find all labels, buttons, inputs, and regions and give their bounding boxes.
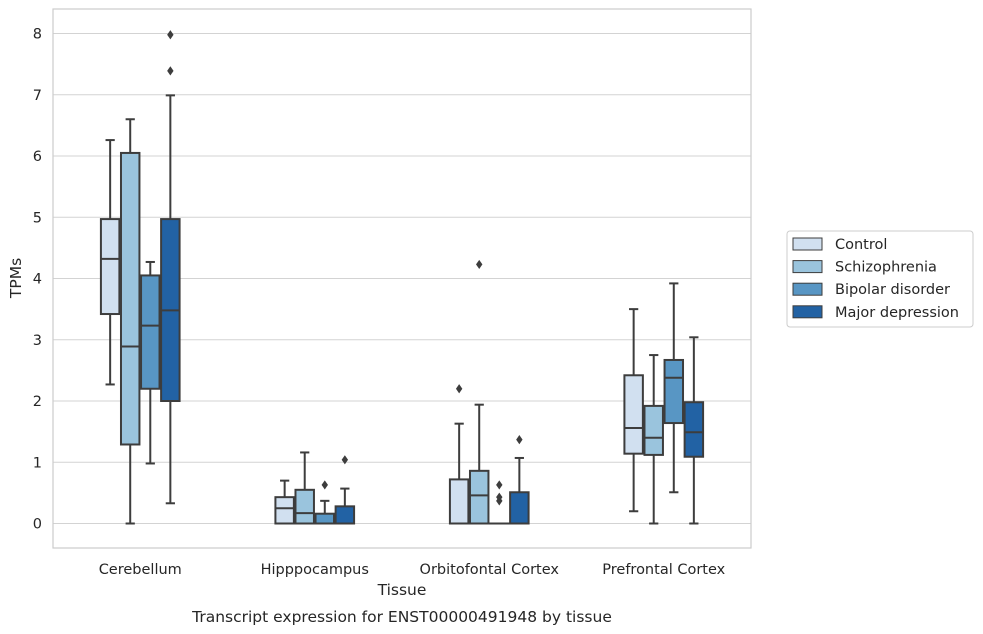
x-tick-label: Orbitofontal Cortex (420, 562, 560, 578)
x-tick-label: Hipppocampus (261, 562, 369, 578)
y-tick-label: 0 (33, 517, 42, 533)
legend-swatch-control (792, 237, 823, 251)
box-schizophrenia-prefrontal-cortex (643, 354, 664, 525)
legend-frame (786, 230, 974, 328)
x-tick-label: Prefrontal Cortex (602, 562, 725, 578)
x-axis-ticks: Cerebellum Hipppocampus Orbitofontal Corte… (99, 562, 726, 578)
y-axis-title: TPMs (7, 258, 25, 299)
box-major-depression-hipppocampus (334, 455, 356, 525)
box-iqr (274, 496, 295, 525)
y-tick-label: 4 (33, 272, 42, 288)
box-control-prefrontal-cortex (623, 308, 644, 513)
box-schizophrenia-orbitofontal-cortex (468, 259, 490, 525)
box-iqr (509, 491, 530, 525)
box-schizophrenia-hipppocampus (294, 451, 315, 525)
legend-swatch-major-depression (792, 305, 823, 319)
y-tick-label: 6 (33, 149, 42, 165)
x-axis-title: Tissue (377, 581, 427, 599)
y-tick-label: 2 (33, 394, 42, 410)
outlier-point (341, 455, 349, 465)
outlier-point (496, 480, 503, 490)
box-iqr (314, 512, 336, 525)
box-marks (99, 30, 705, 525)
outlier-point (167, 30, 174, 40)
y-tick-label: 7 (33, 88, 42, 104)
legend-label-major-depression: Major depression (835, 305, 959, 321)
y-tick-label: 3 (33, 333, 42, 349)
box-control-hipppocampus (274, 479, 295, 525)
outlier-point (476, 259, 483, 270)
box-bipolar-disorder-cerebellum (140, 260, 161, 465)
legend-swatch-bipolar-disorder (792, 282, 823, 296)
box-major-depression-cerebellum (160, 30, 181, 505)
y-axis-ticks: 0 1 2 3 4 5 6 7 8 (33, 27, 42, 533)
chart-caption: Transcript expression for ENST0000049194… (191, 608, 612, 626)
outlier-point (516, 434, 523, 445)
plot-frame (52, 8, 752, 549)
box-iqr (663, 358, 685, 425)
outlier-point (321, 480, 328, 490)
box-iqr (468, 469, 490, 525)
box-major-depression-orbitofontal-cortex (509, 434, 530, 525)
legend-label-control: Control (835, 237, 887, 253)
legend-label-bipolar-disorder: Bipolar disorder (835, 282, 950, 298)
box-iqr (448, 478, 470, 525)
outlier-point (167, 66, 174, 76)
box-iqr (334, 505, 356, 525)
y-tick-label: 5 (33, 210, 42, 226)
box-iqr (119, 151, 141, 446)
box-iqr (643, 404, 664, 456)
x-tick-label: Cerebellum (99, 562, 182, 578)
box-bipolar-disorder-prefrontal-cortex (663, 282, 685, 494)
legend-label-schizophrenia: Schizophrenia (835, 260, 937, 276)
box-schizophrenia-cerebellum (119, 118, 141, 525)
box-iqr (99, 218, 121, 316)
box-iqr (683, 401, 705, 458)
y-tick-label: 8 (33, 27, 42, 43)
y-tick-label: 1 (33, 455, 42, 471)
box-iqr (140, 274, 161, 390)
box-major-depression-prefrontal-cortex (683, 336, 705, 525)
outlier-point (455, 384, 463, 394)
box-control-orbitofontal-cortex (448, 384, 470, 525)
legend-swatch-schizophrenia (792, 260, 823, 274)
box-iqr (623, 374, 644, 455)
outlier-point (496, 492, 503, 502)
legend: Control Schizophrenia Bipolar disorder Majo… (786, 230, 974, 328)
box-bipolar-disorder-hipppocampus (314, 480, 336, 525)
box-iqr (294, 488, 315, 525)
box-control-cerebellum (99, 139, 121, 386)
box-bipolar-disorder-orbitofontal-cortex (489, 480, 510, 525)
